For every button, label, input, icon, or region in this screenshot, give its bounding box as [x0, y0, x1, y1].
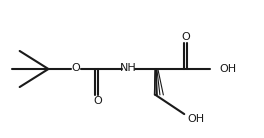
Text: NH: NH [120, 63, 136, 73]
Text: O: O [181, 32, 190, 43]
Text: OH: OH [187, 114, 205, 124]
Text: O: O [94, 95, 102, 106]
Text: OH: OH [219, 64, 237, 74]
Text: O: O [72, 63, 80, 73]
